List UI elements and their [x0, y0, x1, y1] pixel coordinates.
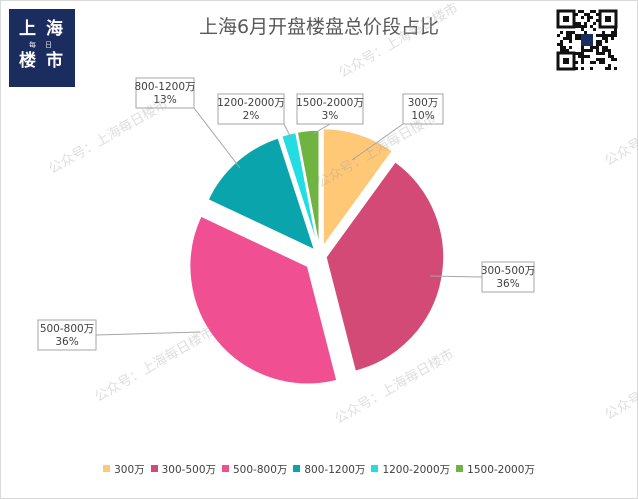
data-label-category: 300-500万 [481, 265, 535, 277]
legend-label: 300-500万 [161, 464, 216, 476]
logo-line-2: 每日 [29, 41, 61, 49]
legend-item-3: 800-1200万 [293, 462, 365, 477]
data-label-category: 1200-2000万 [217, 97, 285, 109]
chart-title: 上海6月开盘楼盘总价段占比 [198, 16, 440, 38]
qr-code-icon [556, 9, 618, 71]
legend-item-0: 300万 [103, 462, 145, 477]
legend-label: 1500-2000万 [467, 464, 535, 476]
brand-logo: 上海 每日 楼市 [9, 9, 75, 87]
legend-label: 500-800万 [233, 464, 288, 476]
data-label-percent: 36% [496, 278, 519, 290]
legend-swatch [293, 465, 301, 472]
pie-slice-3 [206, 136, 316, 252]
legend-item-1: 300-500万 [150, 462, 216, 477]
logo-line-3: 楼市 [19, 51, 73, 71]
pie-slice-0 [322, 127, 394, 249]
data-label-percent: 10% [411, 110, 434, 122]
data-label-category: 800-1200万 [134, 81, 195, 93]
legend-label: 800-1200万 [304, 464, 366, 476]
legend-label: 1200-2000万 [382, 464, 451, 476]
pie-slice-1 [325, 160, 445, 373]
legend-swatch [150, 465, 158, 472]
pie-slice-2 [188, 214, 338, 385]
data-label-category: 300万 [408, 97, 439, 109]
legend-item-2: 500-800万 [222, 462, 287, 477]
data-label-percent: 36% [55, 336, 78, 348]
legend-item-5: 1500-2000万 [456, 462, 535, 477]
legend-label: 300万 [114, 464, 145, 476]
legend-item-4: 1200-2000万 [371, 462, 450, 477]
data-label-percent: 3% [322, 110, 339, 122]
legend-swatch [222, 465, 229, 472]
data-label-category: 1500-2000万 [296, 97, 364, 109]
data-label-percent: 2% [243, 110, 260, 122]
legend-swatch [456, 465, 464, 472]
chart-legend: 300万 300-500万 500-800万 800-1200万 1200-2000万 1… [0, 462, 638, 477]
legend-swatch [103, 465, 111, 472]
legend-swatch [371, 465, 379, 472]
logo-line-1: 上海 [19, 19, 73, 39]
data-label-category: 500-800万 [40, 323, 94, 335]
data-label-percent: 13% [153, 94, 176, 106]
